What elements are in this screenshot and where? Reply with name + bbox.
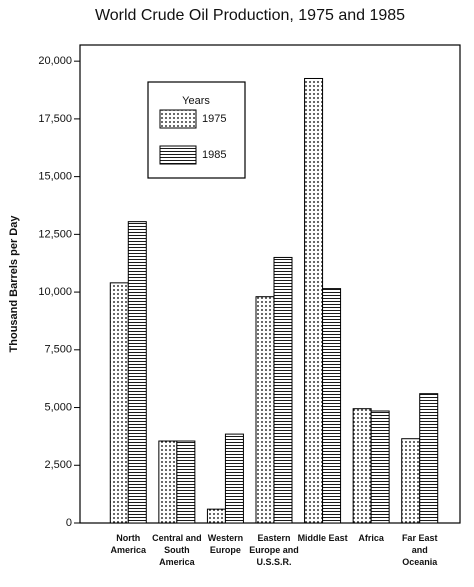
legend-swatch <box>159 109 197 129</box>
bar <box>370 410 390 524</box>
bar <box>304 77 324 524</box>
y-tick-label: 17,500 <box>38 113 72 125</box>
legend-label: 1975 <box>202 113 226 125</box>
y-tick-label: 7,500 <box>44 344 72 356</box>
x-tick-label: Eastern Europe and U.S.S.R. <box>249 533 299 567</box>
bar <box>322 288 342 524</box>
legend-label: 1985 <box>202 149 226 161</box>
y-axis-label: Thousand Barrels per Day <box>8 215 20 353</box>
bar <box>224 433 244 524</box>
x-tick-label: Middle East <box>297 533 348 543</box>
y-tick-label: 10,000 <box>38 286 72 298</box>
y-tick-label: 15,000 <box>38 171 72 183</box>
y-tick-label: 0 <box>66 517 72 529</box>
x-tick-label: Africa <box>358 533 384 543</box>
x-tick-label: Central and South America <box>152 533 202 567</box>
legend-title: Years <box>182 95 210 107</box>
x-tick-label: Western Europe <box>207 533 244 555</box>
legend-swatch <box>159 145 197 165</box>
bar <box>109 282 129 524</box>
bar <box>273 256 293 524</box>
y-tick-label: 2,500 <box>44 459 72 471</box>
chart-title: World Crude Oil Production, 1975 and 198… <box>95 7 405 24</box>
bar <box>127 221 147 524</box>
y-tick-label: 12,500 <box>38 228 72 240</box>
x-tick-label: North America <box>110 533 147 555</box>
bar <box>352 408 372 524</box>
x-tick-label: Far East and Oceania <box>401 533 438 567</box>
bar <box>255 296 275 524</box>
y-tick-label: 20,000 <box>38 55 72 67</box>
bar <box>158 440 178 524</box>
bar <box>401 438 421 524</box>
y-tick-label: 5,000 <box>44 401 72 413</box>
bar <box>206 508 226 524</box>
bar <box>176 440 196 524</box>
bar <box>419 393 439 524</box>
